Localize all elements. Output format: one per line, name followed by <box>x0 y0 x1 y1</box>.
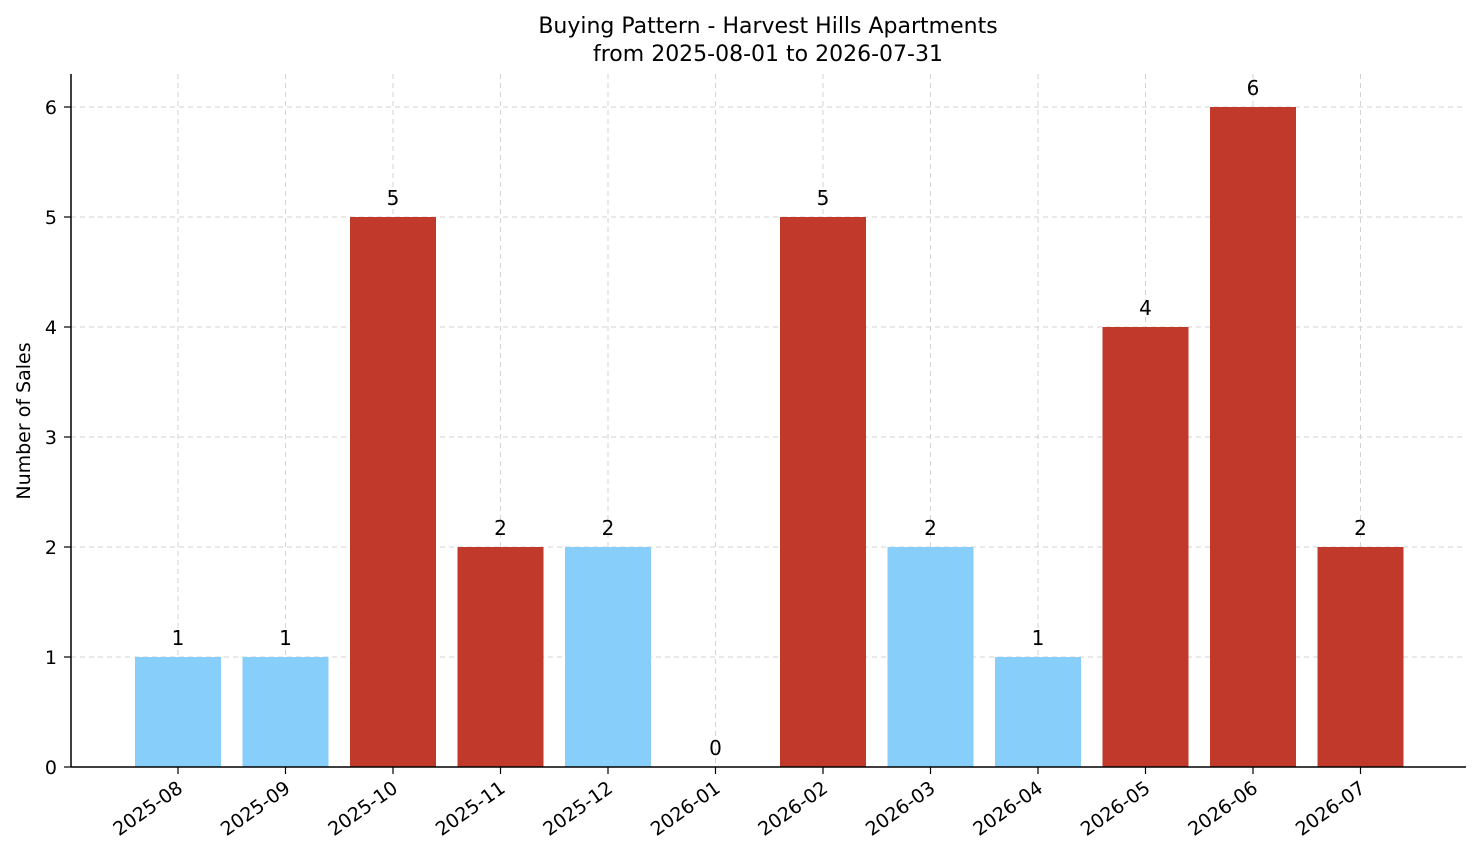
bar-2026-02 <box>780 217 866 767</box>
bar-value-label-2026-03: 2 <box>924 516 937 540</box>
bar-value-label-2026-05: 4 <box>1139 296 1152 320</box>
chart-title: Buying Pattern - Harvest Hills Apartment… <box>538 14 997 39</box>
bar-value-label-2025-10: 5 <box>387 186 400 210</box>
bar-value-label-2026-06: 6 <box>1247 76 1260 100</box>
x-tick-label-2026-07: 2026-07 <box>1292 777 1370 841</box>
x-tick-label-2026-06: 2026-06 <box>1184 777 1262 841</box>
bar-value-label-2025-09: 1 <box>279 626 292 650</box>
bar-value-label-2026-04: 1 <box>1032 626 1045 650</box>
bar-value-label-2025-12: 2 <box>602 516 615 540</box>
x-tick-label-2025-10: 2025-10 <box>324 777 402 841</box>
bar-2025-11 <box>457 547 544 767</box>
bar-2025-08 <box>135 657 221 767</box>
bar-2026-04 <box>995 657 1081 767</box>
bar-2026-06 <box>1210 107 1296 767</box>
bar-2026-07 <box>1317 547 1404 767</box>
x-tick-label-2025-11: 2025-11 <box>432 777 510 841</box>
bar-value-label-2026-07: 2 <box>1354 516 1367 540</box>
bar-2025-10 <box>350 217 436 767</box>
y-axis-label: Number of Sales <box>13 342 35 499</box>
bar-2026-05 <box>1102 327 1189 767</box>
y-tick-label-3: 3 <box>45 427 57 449</box>
bar-value-label-2025-08: 1 <box>172 626 185 650</box>
x-tick-label-2026-01: 2026-01 <box>647 777 725 841</box>
y-tick-label-1: 1 <box>45 647 57 669</box>
bar-2026-03 <box>887 547 974 767</box>
bar-value-label-2026-01: 0 <box>709 736 722 760</box>
x-tick-label-2025-08: 2025-08 <box>109 777 187 841</box>
y-tick-label-4: 4 <box>45 317 57 339</box>
x-tick-label-2026-04: 2026-04 <box>969 777 1047 841</box>
bars <box>135 107 1404 767</box>
x-tick-label-2025-12: 2025-12 <box>539 777 617 841</box>
bar-value-labels: 1 1 5 2 2 0 5 2 1 4 6 2 <box>172 76 1367 760</box>
bar-value-label-2025-11: 2 <box>494 516 507 540</box>
x-tick-label-2026-05: 2026-05 <box>1077 777 1155 841</box>
bar-2025-09 <box>242 657 329 767</box>
x-tick-label-2025-09: 2025-09 <box>217 777 295 841</box>
bar-2025-12 <box>565 547 651 767</box>
x-tick-label-2026-02: 2026-02 <box>754 777 832 841</box>
y-tick-label-2: 2 <box>45 537 57 559</box>
y-tick-label-5: 5 <box>45 207 57 229</box>
bar-value-label-2026-02: 5 <box>817 186 830 210</box>
y-tick-label-6: 6 <box>45 97 57 119</box>
x-tick-label-2026-03: 2026-03 <box>862 777 940 841</box>
y-tick-label-0: 0 <box>45 757 57 779</box>
chart-subtitle: from 2025-08-01 to 2026-07-31 <box>593 42 943 67</box>
axes <box>64 74 1466 774</box>
